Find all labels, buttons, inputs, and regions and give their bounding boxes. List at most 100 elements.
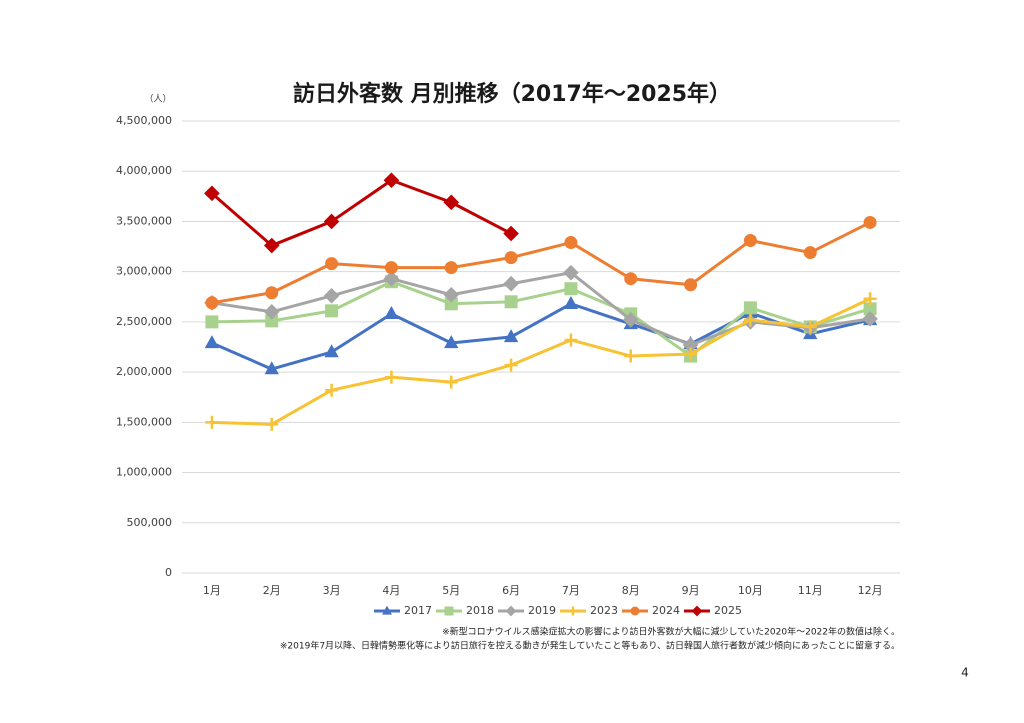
marker — [504, 295, 518, 309]
marker — [682, 337, 699, 353]
marker — [563, 296, 579, 310]
marker — [263, 304, 280, 320]
marker — [263, 237, 280, 254]
y-tick-label: 4,000,000 — [116, 164, 172, 177]
marker — [325, 304, 339, 318]
marker — [204, 185, 220, 202]
page-number: 4 — [961, 666, 969, 680]
marker — [323, 287, 340, 304]
y-unit: （人） — [144, 94, 171, 105]
y-tick-label: 0 — [165, 566, 172, 579]
marker — [743, 234, 757, 248]
marker — [624, 272, 638, 286]
marker — [443, 194, 460, 211]
y-tick-label: 1,500,000 — [116, 415, 172, 428]
marker — [383, 270, 400, 287]
marker — [444, 375, 458, 389]
marker — [323, 213, 340, 230]
marker — [862, 311, 878, 327]
marker — [503, 329, 519, 343]
marker — [564, 236, 578, 250]
marker — [863, 215, 877, 229]
marker — [444, 297, 458, 311]
marker — [325, 257, 339, 271]
x-tick-label: 4月 — [382, 584, 400, 597]
marker — [504, 358, 518, 372]
series-line — [211, 271, 871, 347]
marker — [265, 286, 279, 300]
marker — [803, 246, 817, 260]
marker — [384, 261, 398, 275]
y-tick-label: 2,000,000 — [116, 365, 172, 378]
legend-label: 2019 — [528, 604, 556, 617]
marker — [384, 370, 398, 384]
legend-label: 2017 — [404, 604, 432, 617]
marker — [691, 605, 703, 617]
marker — [504, 251, 518, 265]
y-tick-label: 3,000,000 — [116, 265, 172, 278]
marker — [503, 275, 519, 292]
marker — [324, 344, 339, 358]
x-tick-label: 9月 — [682, 584, 700, 597]
marker — [265, 314, 279, 328]
y-tick-label: 3,500,000 — [116, 214, 172, 227]
x-tick-label: 6月 — [502, 584, 520, 597]
marker — [444, 261, 458, 275]
marker — [204, 335, 220, 349]
legend-label: 2025 — [714, 604, 742, 617]
marker — [265, 417, 279, 431]
marker — [382, 605, 392, 615]
series-line — [211, 302, 871, 371]
marker — [444, 606, 454, 616]
marker — [444, 335, 459, 349]
marker — [630, 606, 640, 616]
marker — [443, 286, 460, 303]
x-tick-label: 11月 — [798, 584, 823, 597]
legend-label: 2018 — [466, 604, 494, 617]
marker — [383, 172, 400, 189]
marker — [743, 313, 757, 327]
x-tick-label: 8月 — [622, 584, 640, 597]
marker — [384, 306, 399, 320]
marker — [743, 301, 757, 315]
y-tick-label: 1,000,000 — [116, 466, 172, 479]
marker — [264, 361, 279, 375]
marker — [205, 415, 219, 429]
y-tick-label: 4,500,000 — [116, 114, 172, 127]
marker — [863, 302, 877, 316]
x-tick-label: 2月 — [263, 584, 281, 597]
marker — [622, 312, 639, 328]
marker — [205, 315, 219, 329]
marker — [863, 292, 877, 306]
marker — [563, 264, 579, 281]
marker — [564, 333, 578, 347]
marker — [684, 278, 698, 292]
legend-label: 2024 — [652, 604, 680, 617]
legend-label: 2023 — [590, 604, 618, 617]
x-tick-label: 3月 — [323, 584, 341, 597]
note: ※2019年7月以降、日韓情勢悪化等により訪日旅行を控える動きが発生していたこと… — [280, 640, 900, 652]
series-line — [210, 178, 512, 248]
marker — [564, 282, 578, 296]
x-tick-label: 7月 — [562, 584, 580, 597]
x-tick-label: 12月 — [858, 584, 883, 597]
chart-title: 訪日外客数 月別推移（2017年～2025年） — [293, 81, 731, 107]
note: ※新型コロナウイルス感染症拡大の影響により訪日外客数が大幅に減少していた2020… — [442, 626, 900, 638]
y-tick-label: 2,500,000 — [116, 315, 172, 328]
marker — [325, 383, 339, 397]
marker — [803, 320, 817, 334]
x-tick-label: 5月 — [442, 584, 460, 597]
x-tick-label: 1月 — [203, 584, 221, 597]
marker — [503, 225, 519, 242]
marker — [684, 347, 698, 361]
series-line — [211, 221, 871, 305]
series-line — [211, 297, 871, 426]
marker — [505, 605, 517, 617]
y-tick-label: 500,000 — [127, 516, 173, 529]
series-line — [211, 280, 871, 358]
marker — [568, 606, 578, 616]
marker — [205, 296, 219, 310]
marker — [624, 349, 638, 363]
x-tick-label: 10月 — [738, 584, 763, 597]
